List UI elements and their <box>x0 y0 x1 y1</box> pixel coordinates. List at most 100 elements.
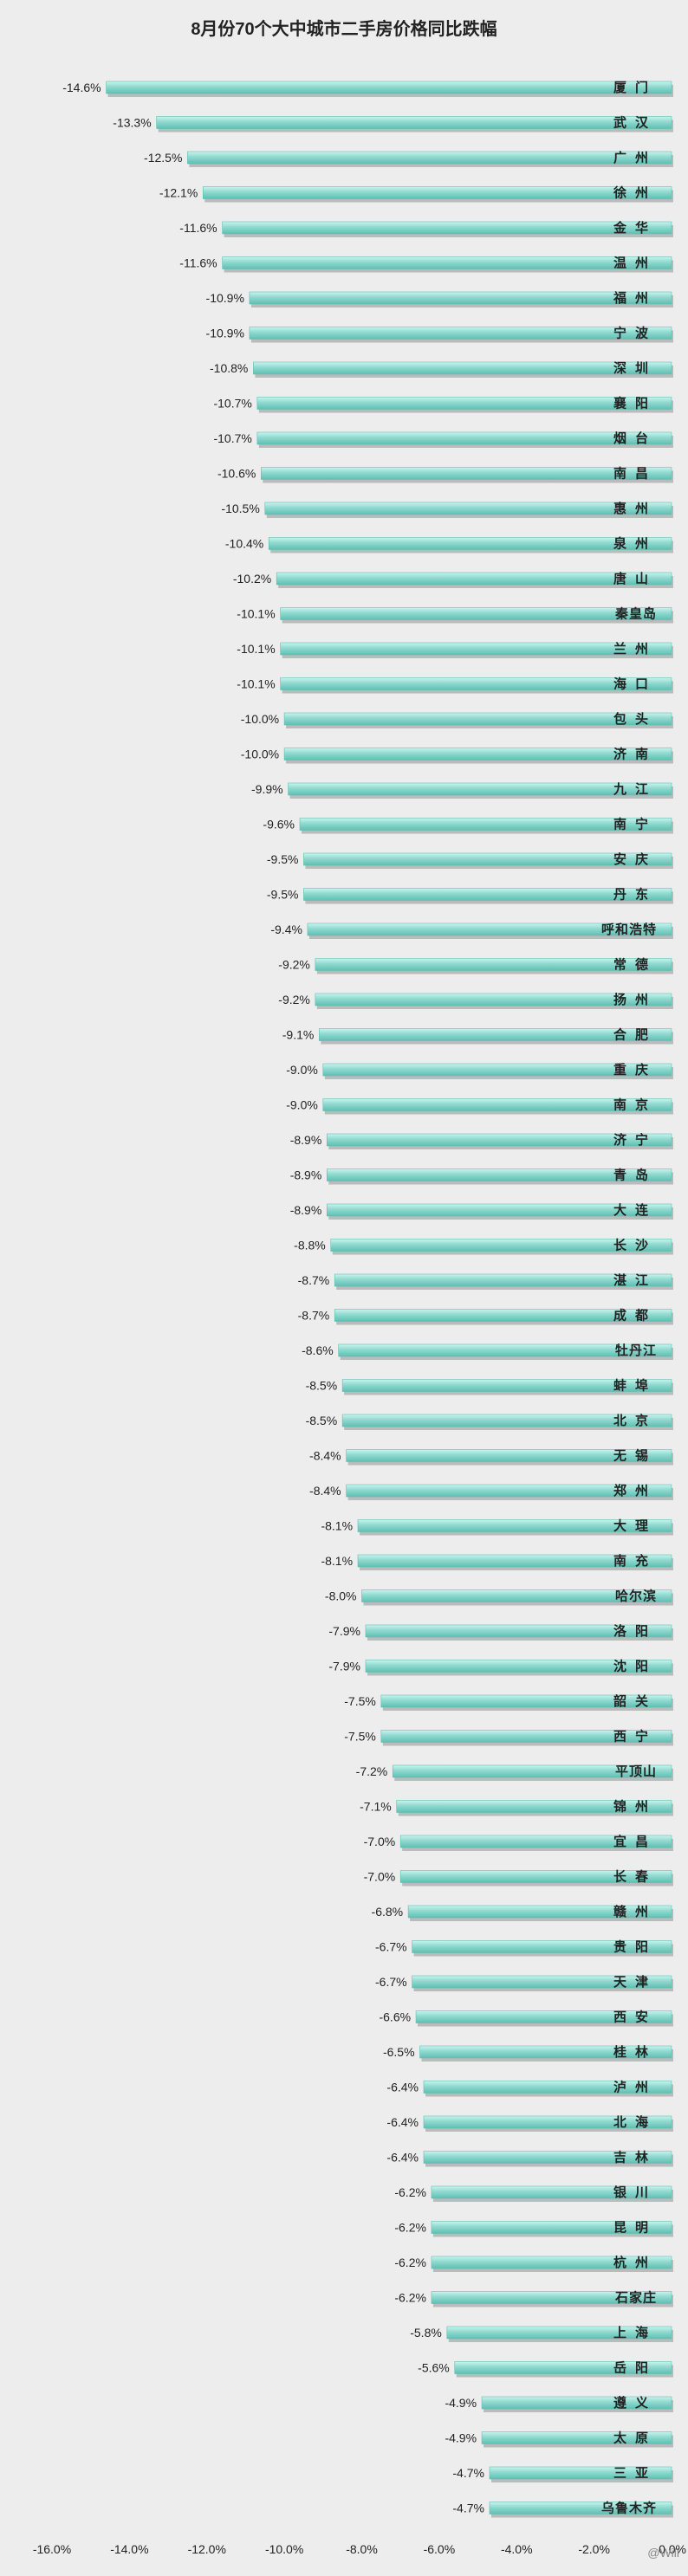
bar <box>303 888 672 901</box>
bar <box>264 502 672 515</box>
bar <box>334 1273 672 1287</box>
bar <box>423 2081 672 2094</box>
value-label: -8.4% <box>309 1484 341 1498</box>
x-tick-label: -6.0% <box>424 2542 456 2556</box>
bar <box>365 1660 672 1673</box>
bar <box>322 1063 672 1077</box>
category-label: 襄阳 <box>613 396 657 411</box>
bar <box>222 221 672 235</box>
bar <box>334 1309 672 1322</box>
value-label: -10.8% <box>210 361 248 375</box>
category-label: 太原 <box>613 2430 657 2446</box>
bar <box>365 1624 672 1638</box>
value-label: -4.9% <box>445 2431 477 2445</box>
value-label: -7.2% <box>356 1764 388 1778</box>
category-label: 三亚 <box>613 2466 657 2481</box>
category-label: 广州 <box>613 150 657 165</box>
value-label: -9.2% <box>278 993 310 1006</box>
category-label: 郑州 <box>613 1483 657 1498</box>
bar <box>288 782 672 796</box>
category-label: 深圳 <box>613 360 657 376</box>
bar <box>399 1835 672 1848</box>
category-label: 吉林 <box>613 2150 657 2165</box>
category-label: 遵义 <box>613 2395 657 2411</box>
value-label: -5.8% <box>410 2326 442 2340</box>
x-tick-label: 0.0% <box>659 2542 686 2556</box>
value-label: -9.6% <box>263 818 295 832</box>
value-label: -10.7% <box>213 431 251 445</box>
bar <box>222 256 672 269</box>
value-label: -6.7% <box>375 1940 407 1954</box>
bar <box>268 537 672 550</box>
value-label: -8.9% <box>290 1203 322 1217</box>
value-label: -6.5% <box>383 2045 415 2059</box>
category-label: 宁波 <box>613 326 657 341</box>
value-label: -8.5% <box>306 1414 338 1427</box>
bar <box>431 2221 672 2234</box>
value-label: -8.1% <box>321 1554 353 1568</box>
category-label: 九江 <box>613 781 657 797</box>
bar <box>253 361 672 375</box>
category-label: 南宁 <box>613 817 657 832</box>
value-label: -6.4% <box>386 2115 419 2129</box>
value-label: -4.7% <box>452 2502 484 2515</box>
value-label: -7.9% <box>328 1624 360 1638</box>
value-label: -8.4% <box>309 1449 341 1463</box>
category-label: 牡丹江 <box>615 1343 657 1358</box>
category-label: 西安 <box>613 2010 657 2025</box>
value-label: -10.1% <box>237 642 275 656</box>
value-label: -10.9% <box>206 327 244 340</box>
bar <box>256 397 672 410</box>
category-label: 沈阳 <box>613 1659 657 1674</box>
category-label: 长沙 <box>613 1238 657 1253</box>
bar <box>283 748 672 761</box>
bar <box>396 1800 672 1813</box>
value-label: -10.1% <box>237 607 275 621</box>
bar <box>338 1343 672 1357</box>
bar <box>399 1870 672 1883</box>
value-label: -10.0% <box>241 748 279 761</box>
value-label: -6.6% <box>379 2010 411 2024</box>
category-label: 温州 <box>613 256 657 271</box>
category-label: 厦门 <box>613 80 657 95</box>
bar <box>489 2502 672 2515</box>
x-tick-label: -16.0% <box>33 2542 71 2556</box>
category-label: 南京 <box>613 1097 657 1113</box>
value-label: -6.4% <box>386 2081 419 2094</box>
value-label: -10.5% <box>221 502 259 515</box>
value-label: -9.2% <box>278 958 310 972</box>
category-label: 扬州 <box>613 992 657 1007</box>
value-label: -8.9% <box>290 1133 322 1147</box>
category-label: 成都 <box>613 1308 657 1324</box>
x-tick-label: -10.0% <box>265 2542 303 2556</box>
category-label: 合肥 <box>613 1027 657 1043</box>
bar <box>454 2361 672 2374</box>
bar <box>326 1203 672 1217</box>
category-label: 宜昌 <box>613 1834 657 1849</box>
value-label: -10.1% <box>237 677 275 691</box>
value-label: -10.4% <box>225 537 263 551</box>
category-label: 蚌埠 <box>613 1378 657 1394</box>
bar <box>249 327 672 340</box>
bar <box>346 1484 672 1498</box>
value-label: -9.4% <box>270 922 302 936</box>
value-label: -9.0% <box>286 1098 318 1112</box>
bar <box>249 291 672 305</box>
category-label: 洛阳 <box>613 1623 657 1639</box>
value-label: -12.5% <box>144 151 182 165</box>
category-label: 惠州 <box>613 501 657 516</box>
value-label: -8.7% <box>298 1273 330 1287</box>
category-label: 乌鲁木齐 <box>601 2501 657 2516</box>
value-label: -7.9% <box>328 1660 360 1673</box>
category-label: 丹东 <box>613 887 657 903</box>
category-label: 南充 <box>613 1553 657 1569</box>
value-label: -7.0% <box>364 1835 396 1848</box>
value-label: -7.0% <box>364 1870 396 1884</box>
bar <box>276 572 672 586</box>
value-label: -8.0% <box>325 1589 357 1603</box>
bar <box>357 1519 672 1532</box>
bar <box>419 2045 672 2059</box>
x-tick-label: -14.0% <box>110 2542 148 2556</box>
bar <box>346 1449 672 1462</box>
